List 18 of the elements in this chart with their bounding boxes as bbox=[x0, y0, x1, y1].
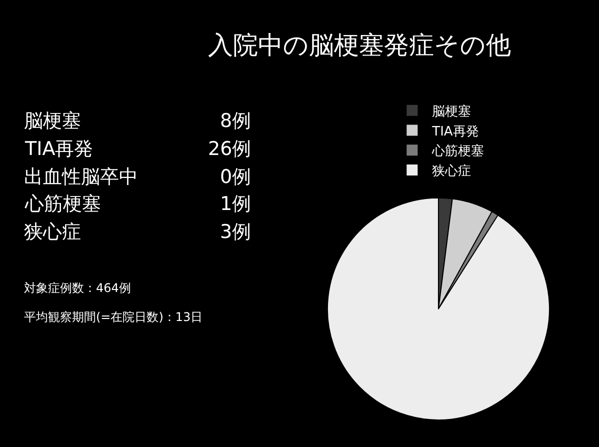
text: 26例 bbox=[208, 138, 252, 160]
text: TIA再発 bbox=[24, 138, 94, 160]
legend-label: TIA再発 bbox=[431, 124, 479, 140]
legend-label: 脳梗塞 bbox=[432, 103, 472, 120]
legend-label: 狭心症 bbox=[432, 163, 472, 180]
text: 狭心症 bbox=[24, 221, 81, 243]
text: 平均観察期間(=在院日数)：13日 bbox=[24, 310, 203, 324]
text: 対象症例数：464例 bbox=[24, 281, 131, 295]
text: 脳梗塞 bbox=[24, 110, 81, 132]
text: 1例 bbox=[220, 193, 252, 215]
text: 8例 bbox=[220, 110, 252, 132]
pie-slice bbox=[326, 197, 550, 420]
chart-title: 入院中の脳梗塞発症その他 bbox=[208, 30, 511, 60]
text: 0例 bbox=[220, 166, 252, 188]
legend-label: 心筋梗塞 bbox=[431, 143, 484, 160]
text: 出血性脳卒中 bbox=[24, 166, 138, 188]
text: 3例 bbox=[220, 221, 252, 243]
text: 心筋梗塞 bbox=[24, 193, 101, 215]
